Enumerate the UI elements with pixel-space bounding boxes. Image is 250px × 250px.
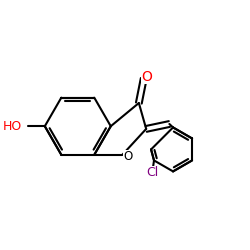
Text: O: O — [142, 70, 152, 84]
Text: O: O — [123, 150, 132, 163]
Text: HO: HO — [3, 120, 22, 133]
Text: Cl: Cl — [147, 166, 159, 179]
